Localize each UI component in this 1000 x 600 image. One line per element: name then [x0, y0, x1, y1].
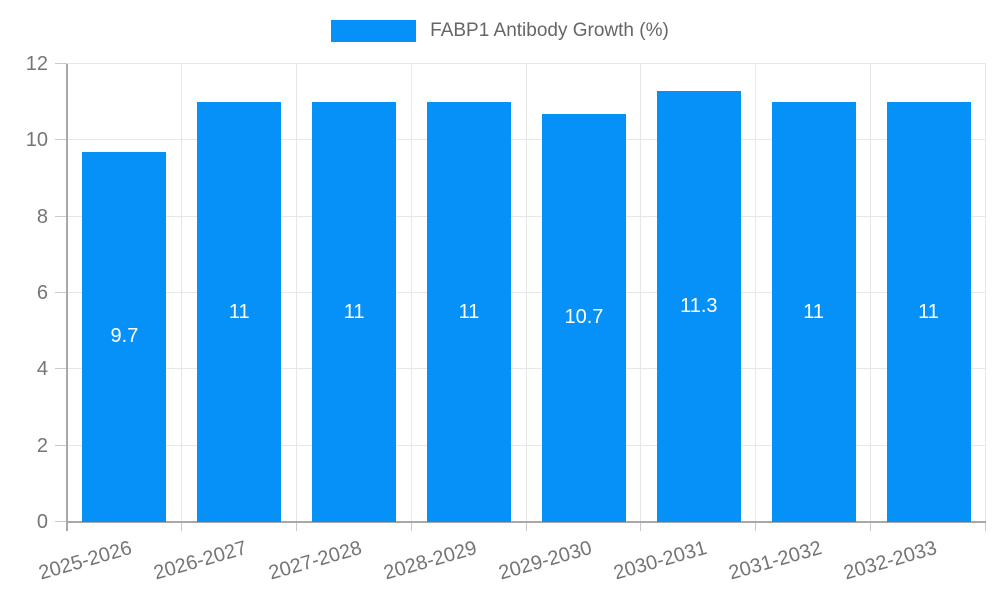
x-axis-tick — [870, 522, 872, 531]
y-axis-tick — [55, 139, 67, 141]
y-axis-tick — [55, 63, 67, 64]
x-axis-tick — [985, 522, 986, 531]
bar[interactable]: 10.7 — [541, 113, 626, 522]
h-gridline — [67, 368, 986, 370]
y-axis-label: 6 — [36, 282, 48, 304]
bar[interactable]: 11 — [312, 102, 397, 522]
v-gridline — [985, 64, 986, 522]
h-gridline — [67, 139, 986, 141]
x-axis-tick — [180, 522, 182, 531]
bar-value-label: 10.7 — [564, 306, 604, 329]
bar[interactable]: 9.7 — [82, 151, 167, 522]
bar-value-label: 9.7 — [110, 325, 139, 348]
x-axis-tick — [295, 522, 297, 531]
bar[interactable]: 11 — [427, 102, 512, 522]
bar-value-label: 11 — [228, 300, 250, 323]
bar-value-label: 11 — [803, 300, 825, 323]
h-gridline — [67, 63, 986, 64]
v-gridline — [870, 64, 872, 522]
y-axis-label: 8 — [36, 205, 48, 228]
y-axis-tick — [55, 368, 67, 370]
y-axis-label: 4 — [36, 358, 48, 381]
y-axis-label: 10 — [25, 129, 48, 152]
y-axis-tick — [55, 292, 67, 293]
y-axis-label: 0 — [36, 511, 48, 533]
h-gridline — [67, 292, 986, 293]
v-gridline — [410, 64, 412, 522]
y-axis-line — [66, 64, 68, 531]
x-axis-line — [66, 521, 986, 523]
bar[interactable]: 11 — [886, 102, 971, 522]
x-axis-tick — [525, 522, 527, 531]
v-gridline — [640, 64, 642, 522]
v-gridline — [180, 64, 182, 522]
legend-swatch — [331, 20, 417, 42]
h-gridline — [67, 444, 986, 446]
v-gridline — [295, 64, 297, 522]
y-axis-tick — [55, 521, 67, 522]
legend[interactable]: FABP1 Antibody Growth (%) — [0, 20, 1000, 42]
x-axis-tick — [410, 522, 412, 531]
v-gridline — [525, 64, 527, 522]
x-axis-tick — [755, 522, 757, 531]
bar-value-label: 11 — [458, 300, 480, 323]
y-axis-label: 2 — [36, 434, 48, 457]
bar[interactable]: 11 — [197, 102, 282, 522]
x-axis-tick — [640, 522, 642, 531]
bar-value-label: 11 — [918, 300, 939, 323]
bar-value-label: 11.3 — [680, 294, 718, 317]
h-gridline — [67, 215, 986, 217]
legend-label: FABP1 Antibody Growth (%) — [430, 20, 669, 41]
bar[interactable]: 11.3 — [656, 90, 741, 522]
y-axis-label: 12 — [25, 53, 48, 75]
v-gridline — [755, 64, 757, 522]
bar-value-label: 11 — [343, 300, 365, 323]
y-axis-tick — [55, 444, 67, 446]
bar[interactable]: 11 — [771, 102, 856, 522]
y-axis-tick — [55, 215, 67, 217]
